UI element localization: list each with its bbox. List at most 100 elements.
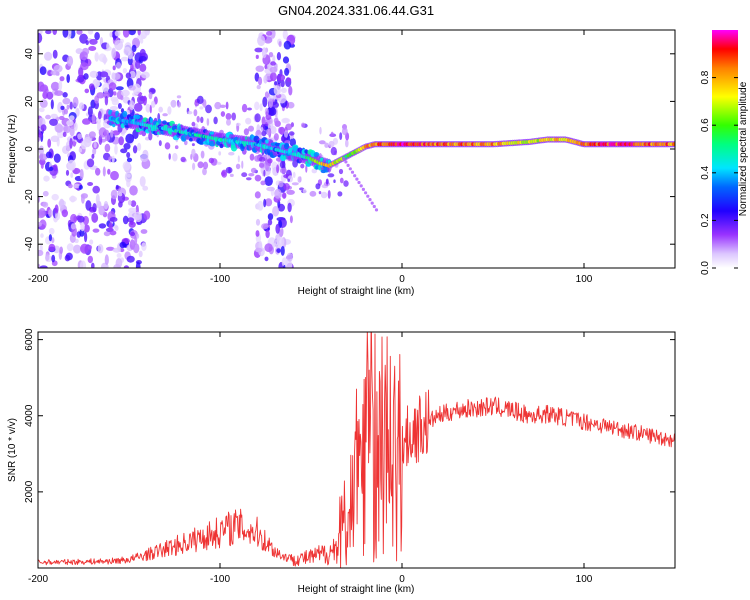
noise-blob bbox=[131, 44, 137, 53]
streak-blob bbox=[364, 191, 368, 195]
spectrogram-y-tick-label: 40 bbox=[24, 48, 35, 60]
noise-blob bbox=[62, 97, 71, 105]
noise-blob bbox=[69, 196, 77, 202]
noise-blob bbox=[79, 260, 87, 268]
noise-blob bbox=[123, 49, 129, 54]
noise-blob bbox=[177, 101, 181, 108]
noise-blob bbox=[136, 233, 140, 239]
noise-blob bbox=[114, 225, 119, 231]
noise-blob bbox=[59, 198, 65, 209]
noise-blob bbox=[284, 130, 288, 139]
noise-blob bbox=[102, 82, 111, 94]
noise-blob bbox=[141, 130, 147, 137]
noise-blob bbox=[235, 163, 241, 170]
noise-blob bbox=[103, 129, 109, 136]
colorbar-gradient bbox=[712, 30, 738, 268]
noise-blob bbox=[46, 91, 54, 100]
snr-y-tick-label: 6000 bbox=[24, 328, 35, 351]
noise-blob bbox=[85, 40, 89, 46]
noise-blob bbox=[130, 200, 137, 208]
noise-blob bbox=[128, 30, 136, 36]
noise-blob bbox=[109, 217, 118, 222]
noise-blob bbox=[52, 30, 57, 35]
noise-blob bbox=[91, 114, 96, 124]
noise-blob bbox=[259, 162, 265, 168]
noise-blob bbox=[66, 74, 70, 83]
ridge-blob bbox=[157, 118, 162, 124]
noise-blob bbox=[270, 61, 276, 66]
snr-x-tick-label: 100 bbox=[576, 574, 593, 585]
noise-blob bbox=[130, 63, 134, 72]
noise-blob bbox=[77, 74, 85, 83]
noise-blob bbox=[287, 178, 291, 182]
noise-blob bbox=[339, 177, 344, 184]
noise-blob bbox=[47, 138, 52, 148]
noise-blob bbox=[193, 109, 198, 117]
noise-blob bbox=[254, 72, 260, 82]
noise-blob bbox=[276, 236, 285, 247]
noise-blob bbox=[40, 124, 47, 132]
noise-blob bbox=[257, 76, 263, 86]
noise-blob bbox=[83, 224, 90, 233]
noise-blob bbox=[98, 134, 103, 145]
colorbar-label: Normalized spectral amplitude bbox=[738, 81, 749, 216]
ridge-blob bbox=[304, 149, 309, 154]
streak-blob bbox=[372, 204, 376, 209]
noise-blob bbox=[42, 91, 48, 99]
noise-blob bbox=[237, 155, 240, 163]
noise-blob bbox=[88, 131, 96, 139]
noise-blob bbox=[118, 136, 124, 146]
noise-blob bbox=[87, 106, 93, 117]
noise-blob bbox=[265, 111, 268, 117]
noise-blob bbox=[115, 184, 119, 190]
noise-blob bbox=[48, 209, 53, 218]
spectrogram-x-ticks: -200 -100 0 100 bbox=[28, 30, 593, 285]
noise-blob bbox=[111, 72, 116, 80]
noise-blob bbox=[68, 183, 73, 189]
ridge-blob bbox=[265, 139, 269, 144]
noise-blob bbox=[45, 151, 52, 159]
noise-blob bbox=[62, 30, 69, 38]
noise-blob bbox=[114, 144, 118, 155]
snr-marks bbox=[38, 332, 675, 568]
noise-blob bbox=[261, 47, 267, 59]
noise-blob bbox=[229, 173, 234, 177]
noise-blob bbox=[122, 161, 131, 171]
noise-blob bbox=[264, 176, 273, 187]
ridge-blob bbox=[284, 142, 290, 150]
noise-blob bbox=[266, 31, 273, 36]
noise-blob bbox=[235, 122, 241, 127]
noise-blob bbox=[138, 250, 143, 258]
spectrogram-y-tick-label: -20 bbox=[24, 189, 35, 204]
noise-blob bbox=[125, 72, 132, 79]
noise-blob bbox=[95, 80, 100, 88]
snr-x-tick-label: -200 bbox=[28, 574, 48, 585]
snr-x-label: Height of straight line (km) bbox=[298, 584, 415, 595]
noise-blob bbox=[343, 180, 349, 187]
noise-blob bbox=[191, 121, 196, 127]
noise-blob bbox=[276, 74, 286, 82]
noise-blob bbox=[280, 136, 285, 142]
noise-blob bbox=[248, 125, 254, 132]
noise-blob bbox=[176, 95, 182, 99]
spectrogram-marks bbox=[38, 30, 675, 268]
streak-blob bbox=[366, 194, 370, 198]
noise-blob bbox=[333, 179, 336, 183]
noise-blob bbox=[318, 191, 322, 195]
noise-blob bbox=[44, 88, 49, 93]
noise-blob bbox=[158, 106, 163, 113]
noise-blob bbox=[270, 72, 277, 82]
noise-blob bbox=[278, 41, 282, 47]
noise-blob bbox=[39, 66, 47, 75]
snr-panel: -200 -100 0 100 2000 4000 6000 Height of stra… bbox=[7, 328, 676, 595]
noise-blob bbox=[297, 176, 302, 183]
noise-blob bbox=[261, 116, 266, 126]
noise-blob bbox=[288, 85, 293, 96]
noise-blob bbox=[197, 161, 204, 169]
noise-blob bbox=[261, 130, 267, 137]
noise-blob bbox=[121, 89, 130, 97]
noise-blob bbox=[38, 221, 42, 227]
noise-blob bbox=[122, 30, 130, 38]
noise-blob bbox=[91, 212, 99, 223]
noise-blob bbox=[327, 173, 335, 178]
